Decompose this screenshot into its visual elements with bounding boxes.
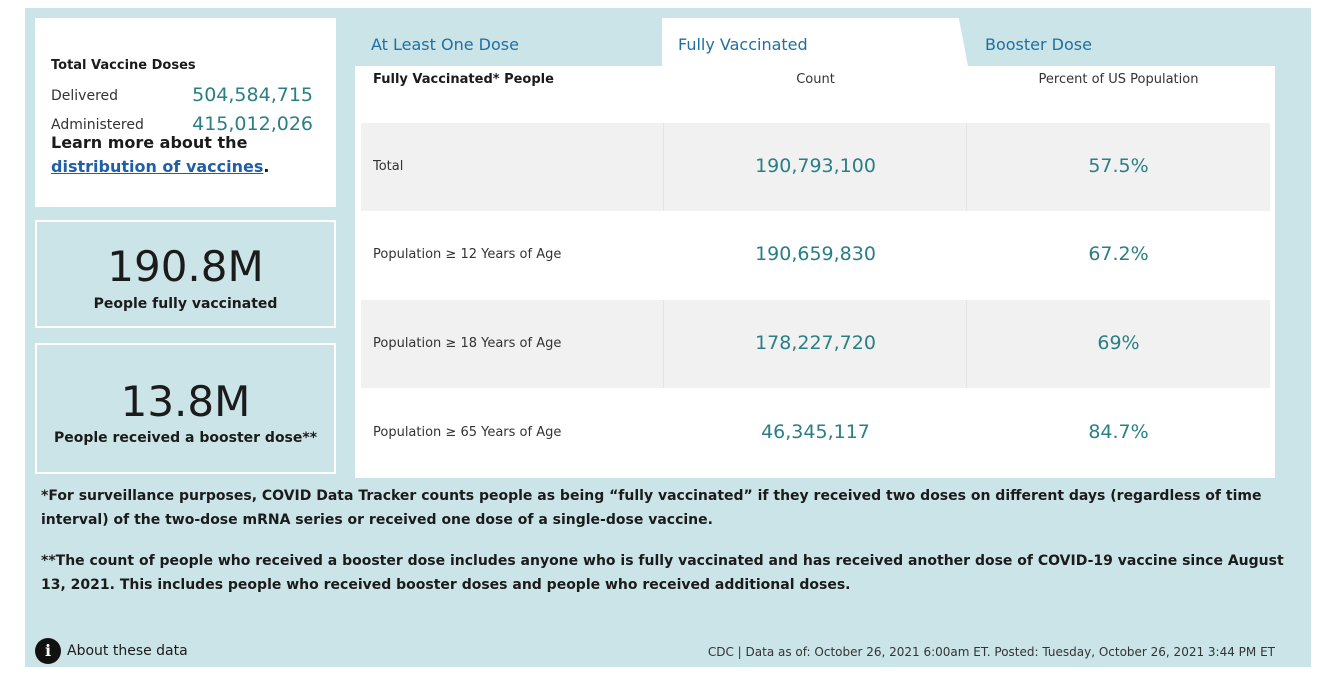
fully-vaccinated-stat: 190.8M People fully vaccinated <box>35 220 336 328</box>
table-row: Total 190,793,100 57.5% <box>361 123 1270 211</box>
row-label: Population ≥ 18 Years of Age <box>373 336 562 351</box>
booster-footnote: **The count of people who received a boo… <box>41 553 1284 593</box>
delivered-label: Delivered <box>51 88 119 104</box>
administered-value: 415,012,026 <box>192 113 313 135</box>
about-data-label[interactable]: About these data <box>67 643 188 659</box>
row-percent: 67.2% <box>1088 243 1149 265</box>
row-percent: 57.5% <box>1088 155 1149 177</box>
row-count: 46,345,117 <box>761 421 870 443</box>
tab-at-least-one-dose[interactable]: At Least One Dose <box>355 18 661 66</box>
dose-tabs: At Least One Dose Fully Vaccinated Boost… <box>355 18 1275 66</box>
row-label: Population ≥ 12 Years of Age <box>373 247 562 262</box>
tab-label: Fully Vaccinated <box>678 35 808 54</box>
tab-fully-vaccinated[interactable]: Fully Vaccinated <box>662 18 968 66</box>
header-percent: Percent of US Population <box>1038 72 1199 87</box>
column-divider <box>966 300 967 388</box>
vaccination-table: Fully Vaccinated* People Count Percent o… <box>355 66 1275 478</box>
column-divider <box>663 300 664 388</box>
tab-label: At Least One Dose <box>371 35 519 54</box>
column-divider <box>663 123 664 211</box>
data-as-of-footer: CDC | Data as of: October 26, 2021 6:00a… <box>707 645 1275 659</box>
administered-row: Administered 415,012,026 <box>51 109 313 135</box>
info-icon[interactable]: i <box>35 638 61 664</box>
fully-vaccinated-footnote: *For surveillance purposes, COVID Data T… <box>41 488 1262 528</box>
learn-more-text: Learn more about the distribution of vac… <box>51 131 269 179</box>
learn-more-suffix: . <box>263 157 270 176</box>
administered-label: Administered <box>51 117 144 133</box>
row-count: 190,659,830 <box>755 243 876 265</box>
row-percent: 69% <box>1097 332 1140 354</box>
table-row: Population ≥ 12 Years of Age 190,659,830… <box>361 211 1270 299</box>
delivered-value: 504,584,715 <box>192 84 313 106</box>
booster-caption: People received a booster dose** <box>53 430 318 446</box>
header-people: Fully Vaccinated* People <box>373 72 554 87</box>
fully-vaccinated-number: 190.8M <box>107 242 264 291</box>
tab-label: Booster Dose <box>985 35 1092 54</box>
tab-booster-dose[interactable]: Booster Dose <box>969 18 1275 66</box>
row-count: 190,793,100 <box>755 155 876 177</box>
delivered-row: Delivered 504,584,715 <box>51 80 313 106</box>
header-count: Count <box>796 72 835 87</box>
row-percent: 84.7% <box>1088 421 1149 443</box>
vaccination-panel: Total Vaccine Doses Delivered 504,584,71… <box>25 8 1311 667</box>
row-label: Population ≥ 65 Years of Age <box>373 425 562 440</box>
booster-number: 13.8M <box>120 377 251 426</box>
total-doses-box: Total Vaccine Doses Delivered 504,584,71… <box>35 18 336 207</box>
learn-more-prefix: Learn more about the <box>51 133 248 152</box>
table-row: Population ≥ 65 Years of Age 46,345,117 … <box>361 389 1270 477</box>
fully-vaccinated-caption: People fully vaccinated <box>93 296 278 312</box>
booster-stat: 13.8M People received a booster dose** <box>35 343 336 474</box>
distribution-link[interactable]: distribution of vaccines <box>51 157 264 176</box>
table-row: Population ≥ 18 Years of Age 178,227,720… <box>361 300 1270 388</box>
row-count: 178,227,720 <box>755 332 876 354</box>
column-divider <box>966 123 967 211</box>
row-label: Total <box>373 159 404 174</box>
total-doses-title: Total Vaccine Doses <box>51 58 196 73</box>
